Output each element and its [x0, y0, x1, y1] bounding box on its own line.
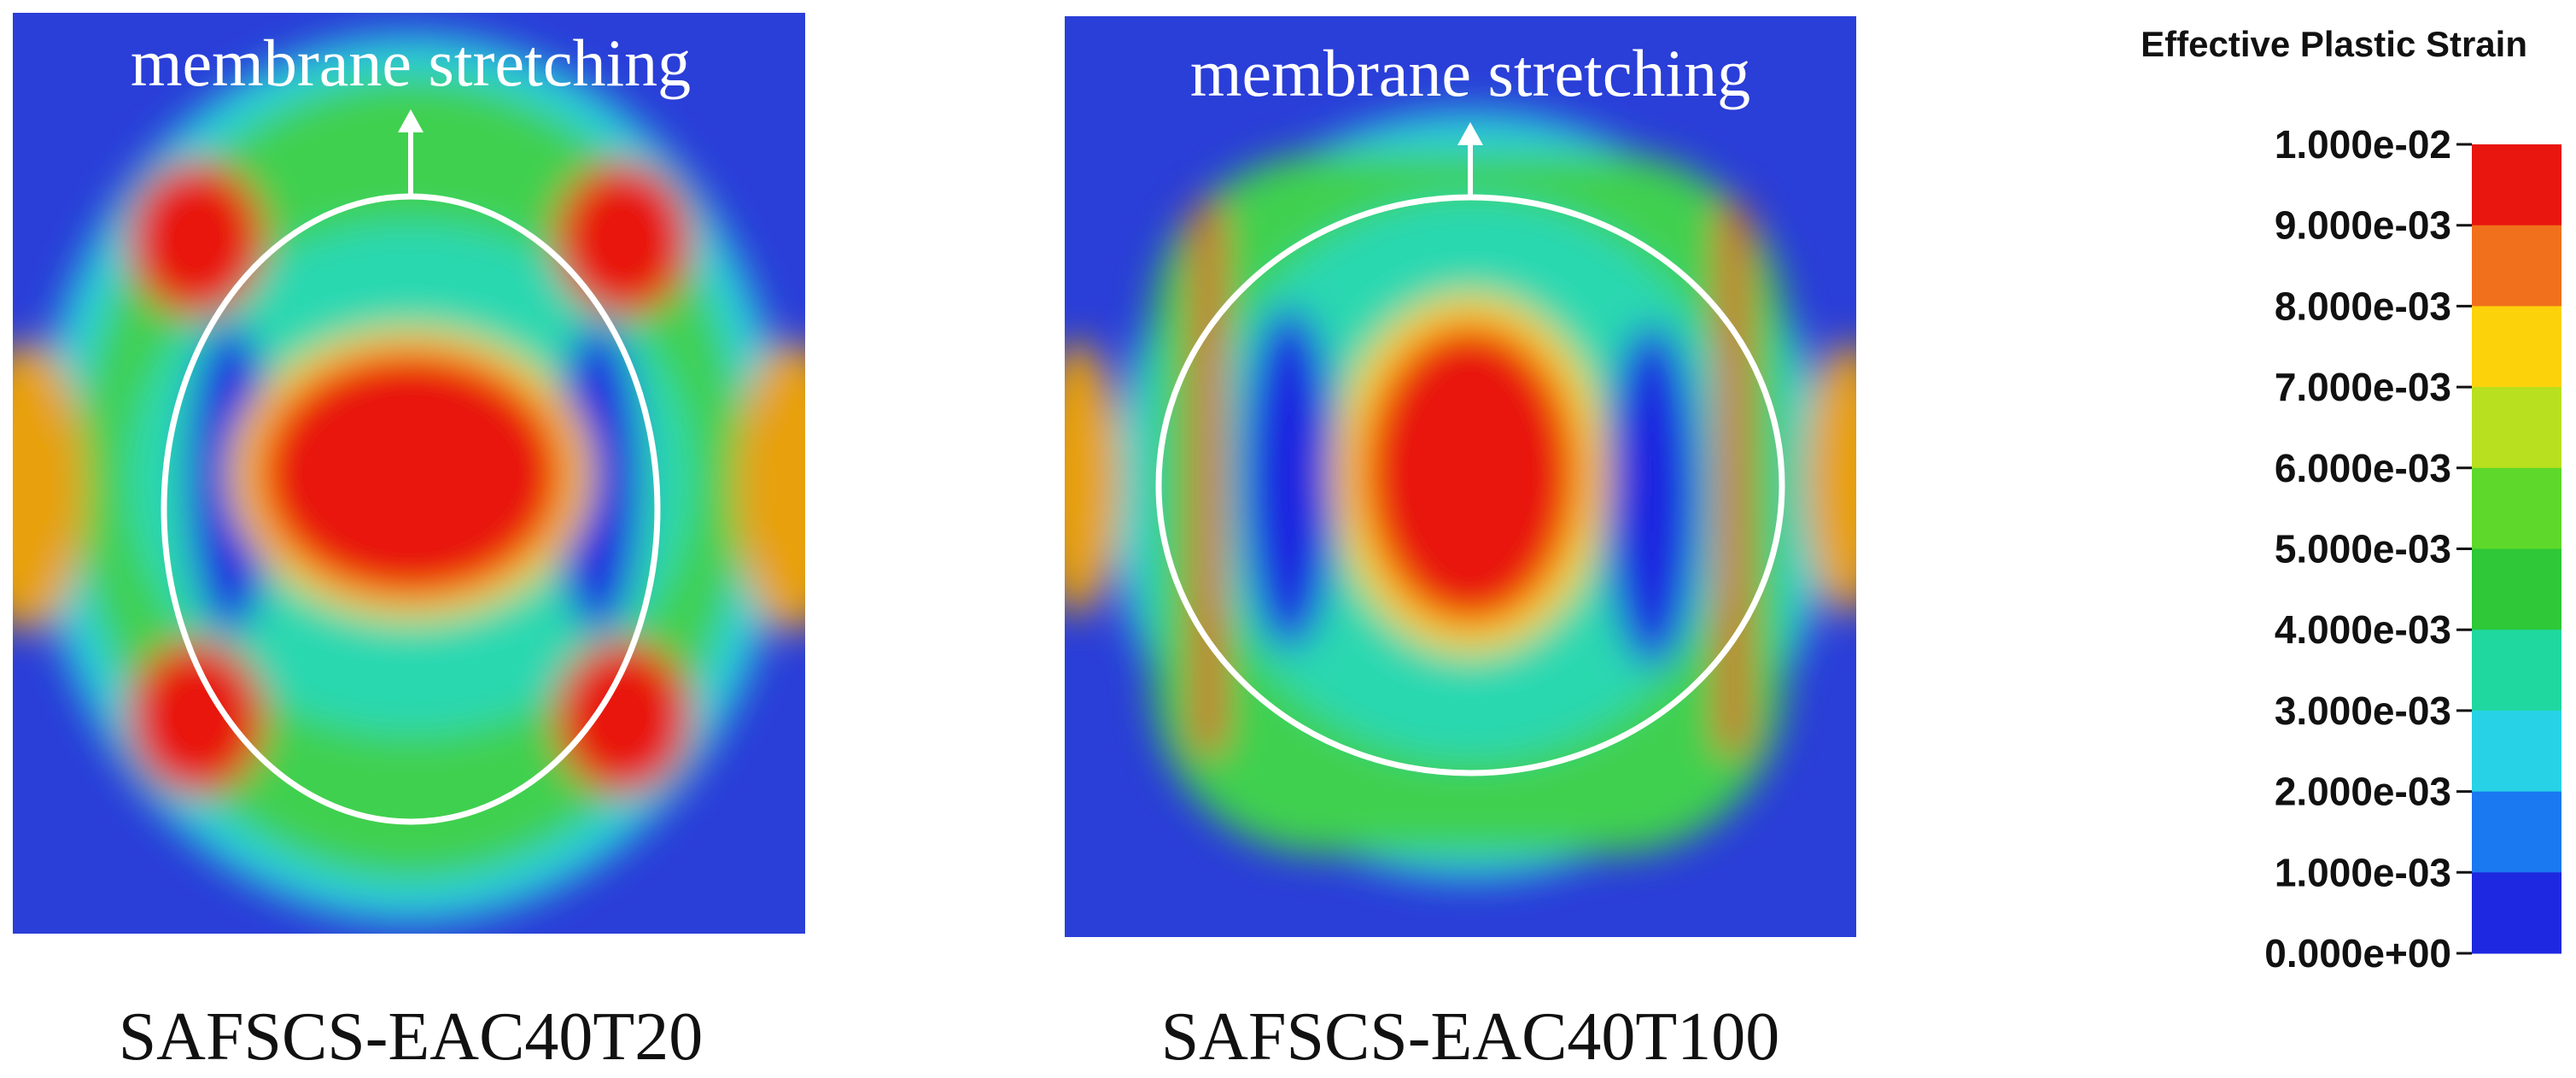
legend-label: 6.000e-03	[2275, 446, 2451, 490]
legend-label: 5.000e-03	[2275, 527, 2451, 571]
legend: Effective Plastic Strain 1.000e-02 9.000e…	[2141, 24, 2561, 975]
color-band	[2472, 630, 2561, 712]
legend-title: Effective Plastic Strain	[2141, 24, 2527, 64]
contour-left: membrane stretching	[13, 13, 805, 934]
color-band	[2472, 791, 2561, 873]
color-band	[2472, 306, 2561, 388]
legend-label: 1.000e-03	[2275, 850, 2451, 894]
legend-label: 0.000e+00	[2264, 931, 2451, 975]
color-band	[2472, 548, 2561, 630]
panel-label: SAFSCS-EAC40T20	[119, 999, 704, 1075]
color-band	[2472, 225, 2561, 307]
legend-label: 2.000e-03	[2275, 770, 2451, 814]
legend-label: 9.000e-03	[2275, 203, 2451, 248]
annotation: membrane stretching	[131, 26, 691, 100]
contour-right: membrane stretching	[1065, 16, 1856, 937]
color-band	[2472, 467, 2561, 549]
color-band	[2472, 144, 2561, 226]
color-band	[2472, 387, 2561, 469]
legend-label: 8.000e-03	[2275, 284, 2451, 328]
annotation: membrane stretching	[1190, 36, 1750, 110]
legend-label: 1.000e-02	[2275, 122, 2451, 167]
legend-label: 4.000e-03	[2275, 607, 2451, 652]
panel-label: SAFSCS-EAC40T100	[1161, 999, 1780, 1075]
color-band	[2472, 872, 2561, 954]
legend-label: 3.000e-03	[2275, 688, 2451, 733]
legend-label: 7.000e-03	[2275, 365, 2451, 409]
color-band	[2472, 710, 2561, 793]
